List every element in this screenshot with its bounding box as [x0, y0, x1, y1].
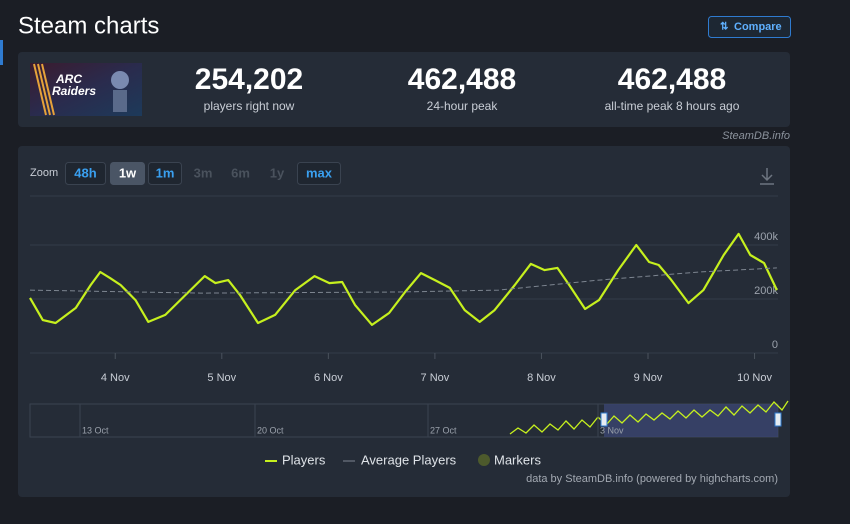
navigator-label: 13 Oct	[82, 425, 109, 435]
x-tick-label: 4 Nov	[101, 372, 130, 384]
series-line	[29, 232, 778, 326]
x-tick-label: 6 Nov	[314, 372, 343, 384]
plot: 0 200k 400k 4 Nov 5 Nov 6 Nov 7 Nov 8 Nov 9 Nov 1…	[29, 195, 778, 384]
navigator-selection[interactable]	[604, 404, 778, 437]
stat-value: 462,488	[408, 63, 516, 96]
zoom-button[interactable]	[148, 162, 182, 185]
zoom-button[interactable]	[65, 162, 106, 185]
zoom-button[interactable]	[297, 162, 341, 185]
zoom-button-label: 6m	[231, 165, 250, 180]
stat-value: 462,488	[618, 63, 726, 96]
x-tick-label: 8 Nov	[527, 372, 556, 384]
x-tick-label: 7 Nov	[421, 372, 450, 384]
compare-label[interactable]: Compare	[734, 21, 782, 33]
navigator-labels: 13 Oct 20 Oct 27 Oct 3 Nov	[79, 404, 624, 437]
navigator-label: 27 Oct	[430, 425, 457, 435]
zoom-button-label[interactable]: 48h	[74, 165, 96, 180]
logo-figure	[113, 90, 127, 112]
zoom-button-label[interactable]: 1w	[119, 165, 137, 180]
legend-label[interactable]: Players	[282, 452, 326, 467]
series-line	[29, 267, 777, 294]
x-tick-label: 5 Nov	[207, 372, 236, 384]
zoom-button-label[interactable]: max	[306, 165, 333, 180]
legend: Players Average Players Markers	[265, 452, 541, 467]
stats: 254,202 players right now 462,488 24-hour p…	[195, 63, 740, 113]
stat-label: players right now	[204, 99, 295, 113]
side-tab	[0, 40, 3, 65]
compare-button[interactable]	[708, 16, 791, 38]
logo-text: Raiders	[52, 84, 96, 98]
zoom-label: Zoom	[30, 167, 58, 179]
y-tick-label: 200k	[754, 285, 778, 297]
chart-panel	[18, 146, 790, 497]
zoom-button[interactable]	[110, 162, 145, 185]
legend-label[interactable]: Average Players	[361, 452, 457, 467]
y-tick-label: 0	[772, 339, 778, 351]
stat-label: all-time peak 8 hours ago	[605, 99, 740, 113]
stat-label: 24-hour peak	[427, 99, 499, 113]
page-title: Steam charts	[18, 12, 159, 39]
zoom-button-label[interactable]: 1m	[156, 165, 175, 180]
x-tick-label: 10 Nov	[737, 372, 772, 384]
zoom-button-label: 3m	[194, 165, 213, 180]
navigator-label: 3 Nov	[600, 425, 624, 435]
navigator-handle[interactable]	[774, 412, 782, 427]
logo-text: ARC	[55, 72, 82, 86]
navigator-label: 20 Oct	[257, 425, 284, 435]
navigator-handle[interactable]	[600, 412, 608, 427]
legend-swatch	[478, 454, 490, 466]
zoom-buttons: 48h 1w 1m 3m 6m 1y max	[65, 162, 341, 185]
zoom-button-label: 1y	[270, 165, 285, 180]
legend-label[interactable]: Markers	[494, 452, 541, 467]
compare-icon: ⇅	[720, 22, 729, 33]
stat-value: 254,202	[195, 63, 303, 96]
y-tick-label: 400k	[754, 231, 778, 243]
logo-figure	[111, 71, 129, 89]
x-tick-label: 9 Nov	[634, 372, 663, 384]
source: data by SteamDB.info (powered by highcha…	[526, 473, 778, 485]
credit: SteamDB.info	[722, 130, 790, 142]
logo-stripes	[33, 63, 55, 116]
stats-panel	[18, 52, 790, 127]
navigator-line	[509, 400, 789, 435]
download-icon[interactable]	[760, 168, 774, 185]
